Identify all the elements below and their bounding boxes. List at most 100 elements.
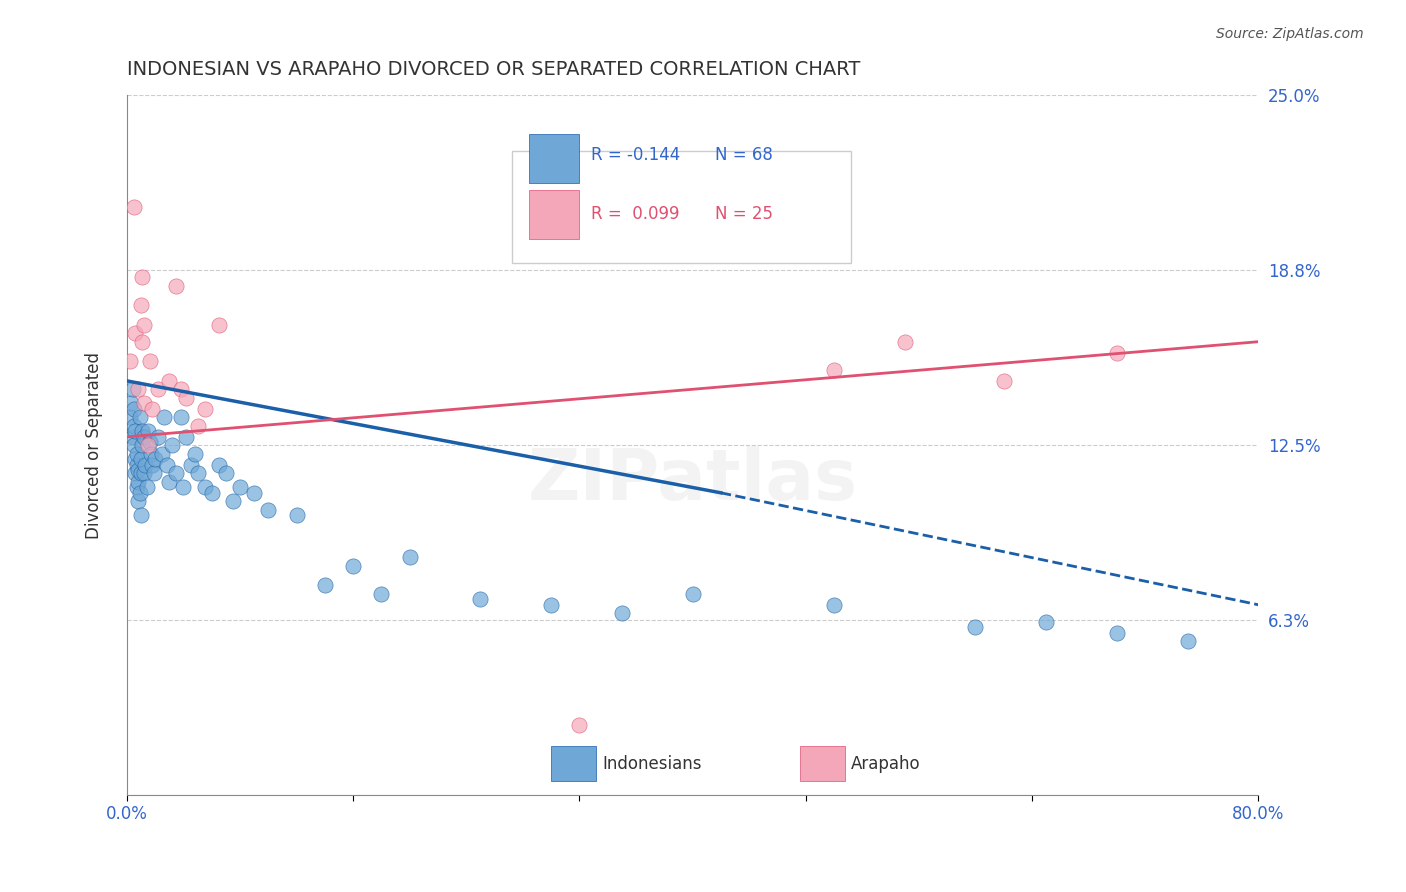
Point [152, 410, 174, 425]
Point [342, 558, 364, 573]
Text: R = -0.144: R = -0.144 [591, 146, 681, 164]
Point [229, 480, 252, 494]
Point [470, 592, 492, 607]
Point [128, 485, 150, 500]
Point [131, 424, 153, 438]
Point [127, 494, 149, 508]
Point [125, 447, 148, 461]
Point [129, 508, 152, 523]
Point [122, 401, 145, 416]
Point [139, 447, 162, 461]
Point [965, 620, 987, 634]
Point [370, 586, 392, 600]
Point [141, 401, 163, 416]
FancyBboxPatch shape [551, 746, 596, 781]
Point [194, 401, 217, 416]
Point [131, 270, 153, 285]
Point [165, 278, 187, 293]
Point [160, 438, 183, 452]
Text: ZIPatlas: ZIPatlas [527, 446, 858, 515]
Point [540, 598, 562, 612]
Point [1035, 615, 1057, 629]
Point [118, 354, 141, 368]
Point [169, 410, 191, 425]
Text: Source: ZipAtlas.com: Source: ZipAtlas.com [1216, 27, 1364, 41]
Point [127, 475, 149, 489]
Point [1105, 346, 1128, 360]
Point [165, 467, 187, 481]
Point [993, 374, 1015, 388]
Point [1105, 625, 1128, 640]
Point [894, 334, 917, 349]
Point [124, 424, 146, 438]
Point [157, 374, 180, 388]
Point [121, 382, 143, 396]
Point [215, 467, 238, 481]
Point [132, 396, 155, 410]
Point [682, 586, 704, 600]
Point [118, 410, 141, 425]
Point [398, 550, 420, 565]
Point [143, 452, 166, 467]
Point [314, 578, 336, 592]
Point [129, 452, 152, 467]
Point [127, 463, 149, 477]
Point [124, 452, 146, 467]
Point [1177, 634, 1199, 648]
Point [176, 391, 198, 405]
Point [222, 494, 245, 508]
Point [132, 318, 155, 332]
Point [155, 458, 177, 472]
Point [121, 430, 143, 444]
Point [208, 458, 231, 472]
Point [122, 200, 145, 214]
Point [132, 430, 155, 444]
Point [136, 424, 159, 438]
FancyBboxPatch shape [512, 152, 851, 263]
Point [194, 480, 217, 494]
Text: Arapaho: Arapaho [851, 755, 921, 772]
FancyBboxPatch shape [529, 134, 579, 183]
Point [243, 485, 266, 500]
Text: N = 68: N = 68 [716, 146, 773, 164]
FancyBboxPatch shape [529, 190, 579, 239]
Text: N = 25: N = 25 [716, 205, 773, 223]
Point [131, 334, 153, 349]
Point [134, 458, 156, 472]
Point [146, 382, 169, 396]
Text: Indonesians: Indonesians [602, 755, 702, 772]
Point [610, 606, 633, 620]
Point [132, 467, 155, 481]
Point [180, 458, 202, 472]
Point [187, 418, 209, 433]
Point [187, 467, 209, 481]
Point [176, 430, 198, 444]
Text: INDONESIAN VS ARAPAHO DIVORCED OR SEPARATED CORRELATION CHART: INDONESIAN VS ARAPAHO DIVORCED OR SEPARA… [127, 60, 860, 78]
Point [141, 458, 163, 472]
Point [131, 438, 153, 452]
Y-axis label: Divorced or Separated: Divorced or Separated [86, 351, 103, 539]
Point [124, 326, 146, 341]
Point [157, 475, 180, 489]
Point [129, 467, 152, 481]
Point [257, 502, 280, 516]
Point [135, 480, 157, 494]
Point [124, 467, 146, 481]
Point [285, 508, 308, 523]
Point [138, 354, 160, 368]
Point [823, 362, 845, 376]
Point [120, 396, 142, 410]
Point [169, 382, 191, 396]
Text: R =  0.099: R = 0.099 [591, 205, 679, 223]
Point [136, 438, 159, 452]
Point [138, 435, 160, 450]
Point [173, 480, 195, 494]
Point [128, 410, 150, 425]
Point [184, 447, 207, 461]
Point [122, 438, 145, 452]
Point [122, 418, 145, 433]
Point [127, 382, 149, 396]
Point [568, 718, 591, 732]
Point [125, 480, 148, 494]
FancyBboxPatch shape [800, 746, 845, 781]
